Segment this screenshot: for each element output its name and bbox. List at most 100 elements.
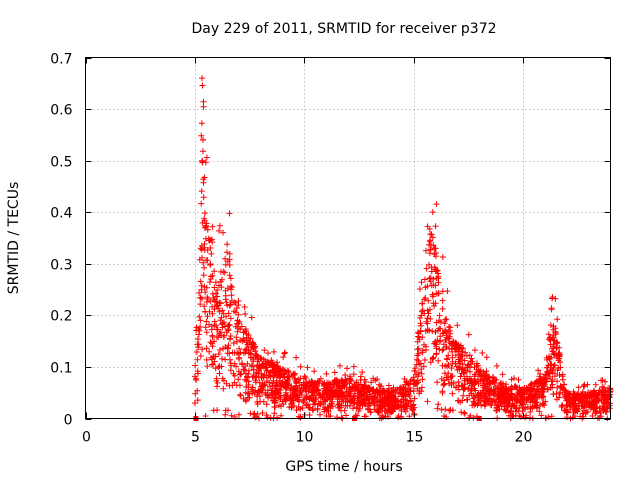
data-point: [219, 324, 226, 331]
data-point: [346, 380, 353, 387]
data-point: [468, 355, 475, 362]
data-point: [282, 369, 289, 375]
data-point: [283, 379, 290, 386]
data-point: [232, 309, 239, 316]
x-tick-label: 10: [296, 430, 314, 446]
data-point: [442, 316, 449, 323]
data-point: [244, 373, 251, 380]
data-point: [217, 300, 224, 307]
data-point: [421, 296, 428, 303]
data-point: [369, 395, 376, 402]
data-point: [240, 329, 247, 336]
data-point: [551, 362, 558, 369]
data-point: [199, 158, 206, 165]
data-point: [518, 390, 525, 397]
data-point: [534, 379, 540, 386]
data-point: [196, 289, 203, 296]
data-point: [214, 379, 221, 386]
data-point: [434, 379, 441, 386]
data-point: [450, 338, 456, 345]
data-point: [457, 351, 463, 358]
data-point: [344, 365, 351, 372]
data-point: [445, 362, 452, 368]
data-point: [429, 328, 436, 335]
data-point: [359, 369, 366, 376]
data-point: [434, 405, 441, 412]
data-point: [416, 286, 423, 292]
data-point: [446, 345, 453, 352]
data-point: [197, 278, 204, 285]
data-point: [604, 405, 611, 412]
data-point: [476, 392, 483, 399]
data-point: [262, 389, 269, 396]
data-point: [575, 384, 582, 391]
data-point: [203, 345, 210, 352]
data-point: [200, 137, 206, 143]
data-point: [217, 317, 224, 324]
data-point: [367, 400, 374, 407]
data-point: [199, 219, 206, 226]
data-point: [536, 373, 543, 380]
data-point: [455, 379, 462, 385]
data-point: [224, 285, 231, 292]
x-tick-label: 0: [82, 430, 91, 446]
data-point: [430, 300, 437, 307]
data-point: [268, 357, 275, 364]
data-point: [435, 275, 442, 282]
data-point: [197, 301, 204, 308]
data-point: [435, 290, 442, 297]
data-point: [580, 407, 587, 414]
data-point: [216, 308, 223, 315]
data-point: [564, 414, 570, 421]
data-point: [242, 311, 249, 317]
data-point: [226, 350, 233, 357]
y-axis-label: SRMTID / TECUs: [6, 182, 22, 295]
data-point: [270, 348, 277, 355]
data-point: [480, 378, 487, 385]
data-point: [356, 400, 362, 407]
data-point: [392, 399, 399, 405]
data-point: [430, 276, 437, 282]
data-point: [549, 381, 556, 388]
data-point: [206, 308, 213, 315]
data-point: [203, 356, 210, 363]
data-point: [216, 370, 223, 377]
data-point: [198, 188, 205, 195]
data-point: [404, 397, 410, 404]
data-point: [250, 366, 257, 373]
data-point: [203, 299, 210, 305]
data-point: [454, 322, 461, 329]
data-point: [191, 400, 198, 407]
data-point: [481, 398, 488, 405]
data-point: [547, 322, 554, 329]
data-point: [411, 367, 418, 374]
data-point: [515, 397, 522, 404]
data-point: [265, 372, 272, 379]
data-point: [318, 400, 324, 407]
data-point: [313, 394, 319, 401]
data-point: [590, 399, 597, 406]
data-point: [200, 259, 207, 266]
data-point: [335, 382, 342, 389]
data-point: [248, 354, 255, 361]
data-point: [309, 383, 316, 390]
data-point: [263, 412, 270, 419]
data-point: [209, 343, 216, 350]
data-point: [594, 404, 601, 411]
data-point: [421, 357, 428, 363]
data-point: [460, 386, 467, 393]
data-point: [222, 411, 229, 418]
data-point: [498, 379, 504, 386]
data-point: [549, 335, 556, 341]
data-point: [460, 345, 466, 352]
data-point: [399, 391, 406, 397]
data-point: [371, 398, 378, 405]
data-point: [212, 279, 219, 286]
data-point: [357, 392, 364, 399]
data-point: [553, 390, 560, 397]
data-point: [228, 412, 235, 419]
data-point: [468, 361, 475, 368]
data-point: [357, 373, 364, 380]
data-point: [246, 349, 253, 356]
data-point: [402, 390, 409, 397]
